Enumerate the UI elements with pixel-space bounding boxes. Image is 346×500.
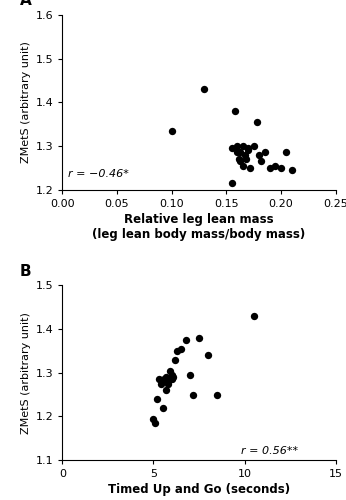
- Point: [232, 107, 238, 115]
- Point: [158, 380, 163, 388]
- Point: [165, 378, 171, 386]
- Point: [240, 142, 245, 150]
- Y-axis label: ZMetS (arbitrary unit): ZMetS (arbitrary unit): [21, 312, 31, 434]
- Point: [154, 395, 160, 403]
- X-axis label: Timed Up and Go (seconds): Timed Up and Go (seconds): [108, 483, 290, 496]
- Point: [162, 376, 167, 384]
- Point: [202, 85, 207, 93]
- Text: r = 0.56**: r = 0.56**: [241, 446, 298, 456]
- Point: [169, 371, 174, 379]
- Point: [167, 366, 173, 374]
- Point: [238, 148, 243, 156]
- Text: B: B: [20, 264, 31, 278]
- Point: [237, 155, 242, 163]
- Point: [243, 155, 249, 163]
- Point: [278, 164, 284, 172]
- Point: [254, 118, 260, 126]
- Point: [153, 419, 158, 427]
- Point: [160, 404, 165, 411]
- Text: r = −0.46*: r = −0.46*: [68, 170, 129, 179]
- Point: [171, 373, 176, 381]
- Point: [191, 390, 196, 398]
- Point: [174, 347, 180, 355]
- Point: [235, 142, 240, 150]
- Point: [151, 414, 156, 422]
- Point: [238, 157, 243, 165]
- Point: [205, 352, 211, 360]
- Point: [240, 162, 245, 170]
- Point: [235, 148, 240, 156]
- Point: [165, 380, 171, 388]
- Point: [251, 142, 256, 150]
- Point: [229, 144, 235, 152]
- Point: [196, 334, 202, 342]
- Point: [258, 157, 264, 165]
- Point: [178, 345, 183, 353]
- Point: [169, 376, 174, 384]
- Point: [245, 144, 251, 152]
- Point: [251, 312, 256, 320]
- Point: [284, 148, 289, 156]
- Point: [248, 164, 253, 172]
- Point: [215, 390, 220, 398]
- Point: [169, 126, 174, 134]
- Point: [256, 150, 262, 158]
- X-axis label: Relative leg lean mass
(leg lean body mass/body mass): Relative leg lean mass (leg lean body ma…: [92, 212, 306, 240]
- Point: [183, 336, 189, 344]
- Y-axis label: ZMetS (arbitrary unit): ZMetS (arbitrary unit): [21, 42, 31, 163]
- Point: [273, 162, 278, 170]
- Point: [289, 166, 295, 174]
- Point: [229, 179, 235, 187]
- Point: [262, 148, 267, 156]
- Point: [163, 373, 169, 381]
- Point: [245, 146, 251, 154]
- Point: [173, 356, 178, 364]
- Point: [187, 371, 193, 379]
- Point: [267, 164, 273, 172]
- Point: [242, 150, 248, 158]
- Point: [156, 376, 162, 384]
- Point: [160, 378, 165, 386]
- Text: A: A: [20, 0, 32, 8]
- Point: [163, 386, 169, 394]
